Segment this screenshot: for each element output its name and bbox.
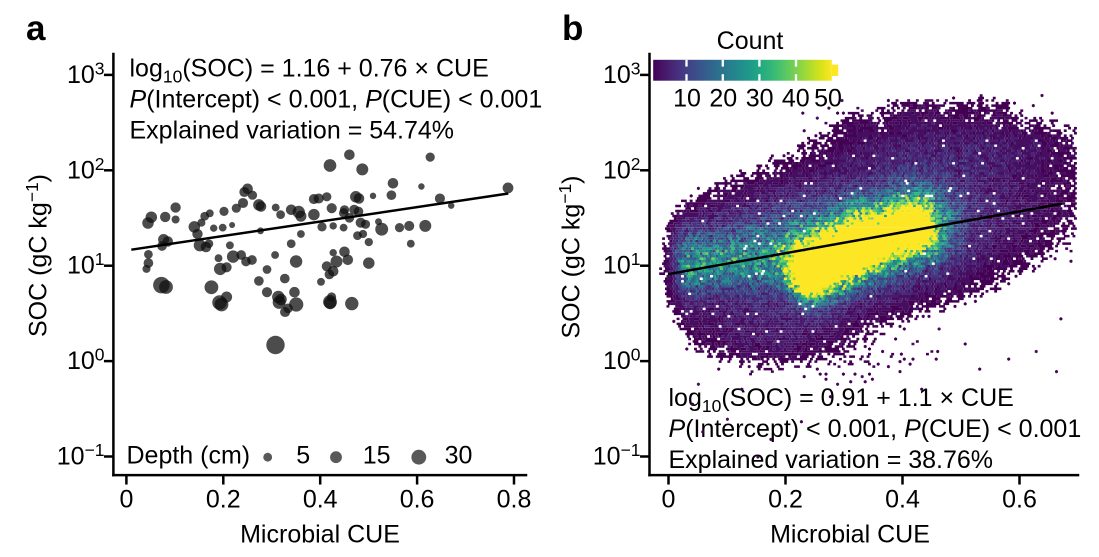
svg-text:0: 0 — [119, 486, 133, 514]
svg-text:0.6: 0.6 — [400, 486, 435, 514]
svg-text:P(Intercept) < 0.001, P(CUE) <: P(Intercept) < 0.001, P(CUE) < 0.001 — [130, 86, 543, 114]
svg-text:0.2: 0.2 — [768, 486, 803, 514]
svg-text:0.4: 0.4 — [885, 486, 920, 514]
svg-text:Depth (cm): Depth (cm) — [127, 442, 251, 470]
svg-text:40: 40 — [782, 85, 810, 113]
svg-text:0.4: 0.4 — [303, 486, 338, 514]
svg-text:Microbial CUE: Microbial CUE — [770, 521, 930, 549]
svg-text:0.2: 0.2 — [206, 486, 241, 514]
svg-text:b: b — [562, 9, 583, 48]
svg-text:Explained variation = 54.74%: Explained variation = 54.74% — [130, 117, 455, 145]
svg-text:0.8: 0.8 — [497, 486, 532, 514]
svg-text:30: 30 — [746, 85, 774, 113]
svg-text:log10(SOC) = 1.16 + 0.76 × CUE: log10(SOC) = 1.16 + 0.76 × CUE — [130, 55, 489, 87]
svg-text:Explained variation = 38.76%: Explained variation = 38.76% — [669, 446, 994, 474]
svg-text:15: 15 — [363, 442, 391, 470]
svg-text:0: 0 — [662, 486, 676, 514]
svg-text:10: 10 — [673, 85, 701, 113]
svg-text:20: 20 — [709, 85, 737, 113]
svg-text:P(Intercept) < 0.001, P(CUE) <: P(Intercept) < 0.001, P(CUE) < 0.001 — [669, 415, 1082, 443]
svg-text:5: 5 — [296, 442, 310, 470]
svg-text:a: a — [26, 9, 46, 48]
svg-text:log10(SOC) = 0.91 + 1.1 × CUE: log10(SOC) = 0.91 + 1.1 × CUE — [669, 384, 1014, 416]
svg-text:30: 30 — [445, 442, 473, 470]
svg-text:Microbial CUE: Microbial CUE — [240, 521, 400, 549]
svg-text:100: 100 — [67, 345, 105, 376]
svg-text:Count: Count — [717, 27, 784, 55]
svg-text:0.6: 0.6 — [1002, 486, 1037, 514]
